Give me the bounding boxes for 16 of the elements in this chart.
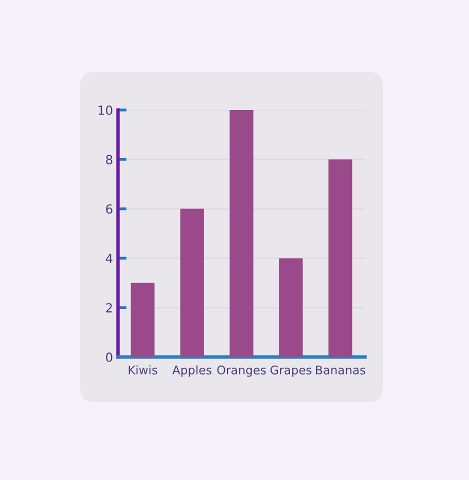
x-tick-label: Bananas (316, 366, 366, 374)
bar (279, 258, 303, 357)
y-tick-label: 4 (106, 254, 112, 263)
bar (180, 208, 204, 357)
bar (328, 159, 352, 357)
y-tick-label: 8 (106, 154, 112, 164)
x-tick-label: Kiwis (128, 365, 158, 374)
x-tick-label: Grapes (270, 366, 312, 377)
y-tick-label: 6 (106, 204, 112, 214)
y-tick-label: 0 (106, 352, 112, 362)
x-tick-label: Apples (172, 365, 212, 377)
bar (230, 110, 254, 357)
bar (130, 282, 155, 357)
x-tick-label: Oranges (217, 366, 266, 377)
y-tick-label: 10 (98, 105, 112, 115)
y-tick-label: 2 (106, 303, 112, 312)
